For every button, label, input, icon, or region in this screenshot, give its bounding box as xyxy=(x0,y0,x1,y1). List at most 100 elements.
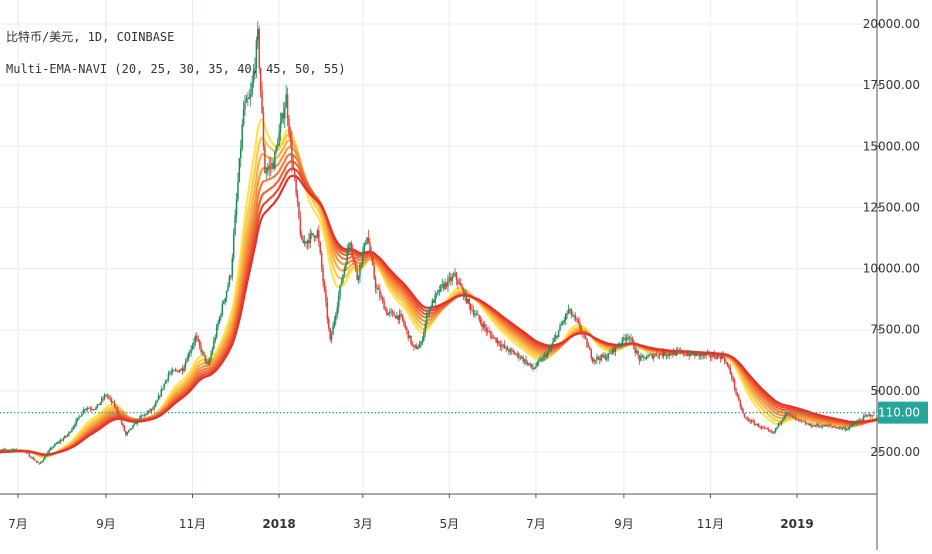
candle-body xyxy=(246,98,248,102)
candle-body xyxy=(33,458,35,460)
candle-body xyxy=(660,354,662,355)
candle-body xyxy=(809,424,811,425)
candle-body xyxy=(315,237,317,238)
candle-body xyxy=(799,420,801,421)
candle-body xyxy=(556,336,558,337)
candle-body xyxy=(823,425,825,426)
candle-body xyxy=(161,389,163,396)
candle-body xyxy=(298,202,300,218)
candle-body xyxy=(348,247,350,251)
candle-body xyxy=(796,419,798,420)
candle-body xyxy=(71,429,73,432)
candle-body xyxy=(214,337,216,340)
candle-body xyxy=(864,415,866,416)
candle-body xyxy=(48,450,50,452)
candle-body xyxy=(508,351,510,353)
candle-body xyxy=(19,450,21,451)
candle-body xyxy=(853,424,855,425)
candle-body xyxy=(596,357,598,360)
candle-body xyxy=(417,348,419,349)
candle-body xyxy=(537,362,539,366)
candle-body xyxy=(758,424,760,427)
candle-body xyxy=(827,425,829,426)
candle-body xyxy=(302,239,304,243)
time-tick-label: 2018 xyxy=(262,517,295,531)
candle-body xyxy=(785,414,787,417)
candle-body xyxy=(453,275,455,276)
candle-body xyxy=(65,436,67,437)
candle-body xyxy=(23,450,25,451)
candle-body xyxy=(748,419,750,421)
candle-body xyxy=(341,282,343,285)
candle-body xyxy=(226,291,228,298)
candle-body xyxy=(95,407,97,409)
candle-body xyxy=(53,446,55,447)
candle-body xyxy=(573,316,575,317)
candle-body xyxy=(47,452,49,455)
candle-body xyxy=(325,290,327,302)
candle-body xyxy=(127,432,129,434)
candle-body xyxy=(867,415,869,416)
candle-body xyxy=(677,351,679,352)
candle-body xyxy=(363,243,365,252)
candle-body xyxy=(396,315,398,318)
candle-body xyxy=(92,409,94,410)
candle-body xyxy=(524,359,526,361)
candle-body xyxy=(609,353,611,354)
price-tick-label: 15000.00 xyxy=(863,139,920,153)
candle-body xyxy=(280,122,282,132)
candle-body xyxy=(856,422,858,424)
candle-body xyxy=(670,353,672,354)
candle-body xyxy=(522,357,524,361)
candle-body xyxy=(359,264,361,276)
candle-body xyxy=(176,370,178,371)
candle-body xyxy=(626,337,628,340)
candle-body xyxy=(447,278,449,286)
candle-body xyxy=(124,426,126,431)
candle-body xyxy=(749,421,751,422)
candle-body xyxy=(586,339,588,347)
price-axis[interactable]: 2500.005000.007500.0010000.0012500.00150… xyxy=(863,0,928,550)
candle-body xyxy=(321,253,323,268)
candle-body xyxy=(520,358,522,359)
candle-body xyxy=(351,243,353,252)
candle-body xyxy=(783,417,785,420)
indicator-legend[interactable]: Multi-EMA-NAVI (20, 25, 30, 35, 40, 45, … xyxy=(6,62,346,76)
candle-body xyxy=(816,424,818,426)
last-price-label: 4110.00 xyxy=(870,406,920,420)
candle-body xyxy=(613,348,615,352)
candle-body xyxy=(529,364,531,365)
candle-body xyxy=(676,351,678,356)
price-tick-label: 2500.00 xyxy=(870,445,920,459)
candle-body xyxy=(728,366,730,368)
candle-body xyxy=(355,262,357,269)
candle-body xyxy=(703,354,705,356)
candle-body xyxy=(547,353,549,358)
candle-body xyxy=(544,355,546,357)
symbol-legend[interactable]: 比特币/美元, 1D, COINBASE xyxy=(6,28,174,45)
candle-body xyxy=(663,351,665,355)
candle-body xyxy=(680,351,682,352)
candle-body xyxy=(205,355,207,362)
price-tick-label: 17500.00 xyxy=(863,78,920,92)
candle-body xyxy=(109,398,111,399)
candle-body xyxy=(754,422,756,425)
candle-body xyxy=(698,354,700,357)
candle-body xyxy=(697,353,699,354)
candle-body xyxy=(844,428,846,430)
candle-body xyxy=(815,425,817,426)
candle-body xyxy=(647,356,649,358)
candle-body xyxy=(416,346,418,349)
candle-body xyxy=(578,320,580,322)
candle-body xyxy=(166,379,168,380)
candle-body xyxy=(207,362,209,365)
candle-body xyxy=(271,163,273,166)
candle-body xyxy=(678,351,680,352)
candle-body xyxy=(203,352,205,355)
candle-body xyxy=(318,230,320,242)
candle-body xyxy=(569,309,571,310)
candle-body xyxy=(288,118,290,133)
